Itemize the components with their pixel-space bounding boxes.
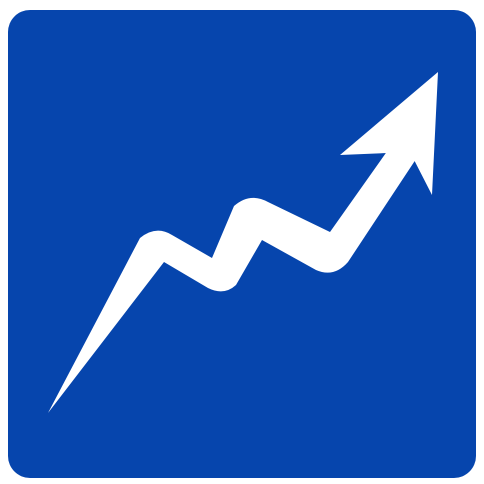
trending-up-icon (0, 0, 484, 484)
trending-up-app-icon (0, 0, 484, 484)
